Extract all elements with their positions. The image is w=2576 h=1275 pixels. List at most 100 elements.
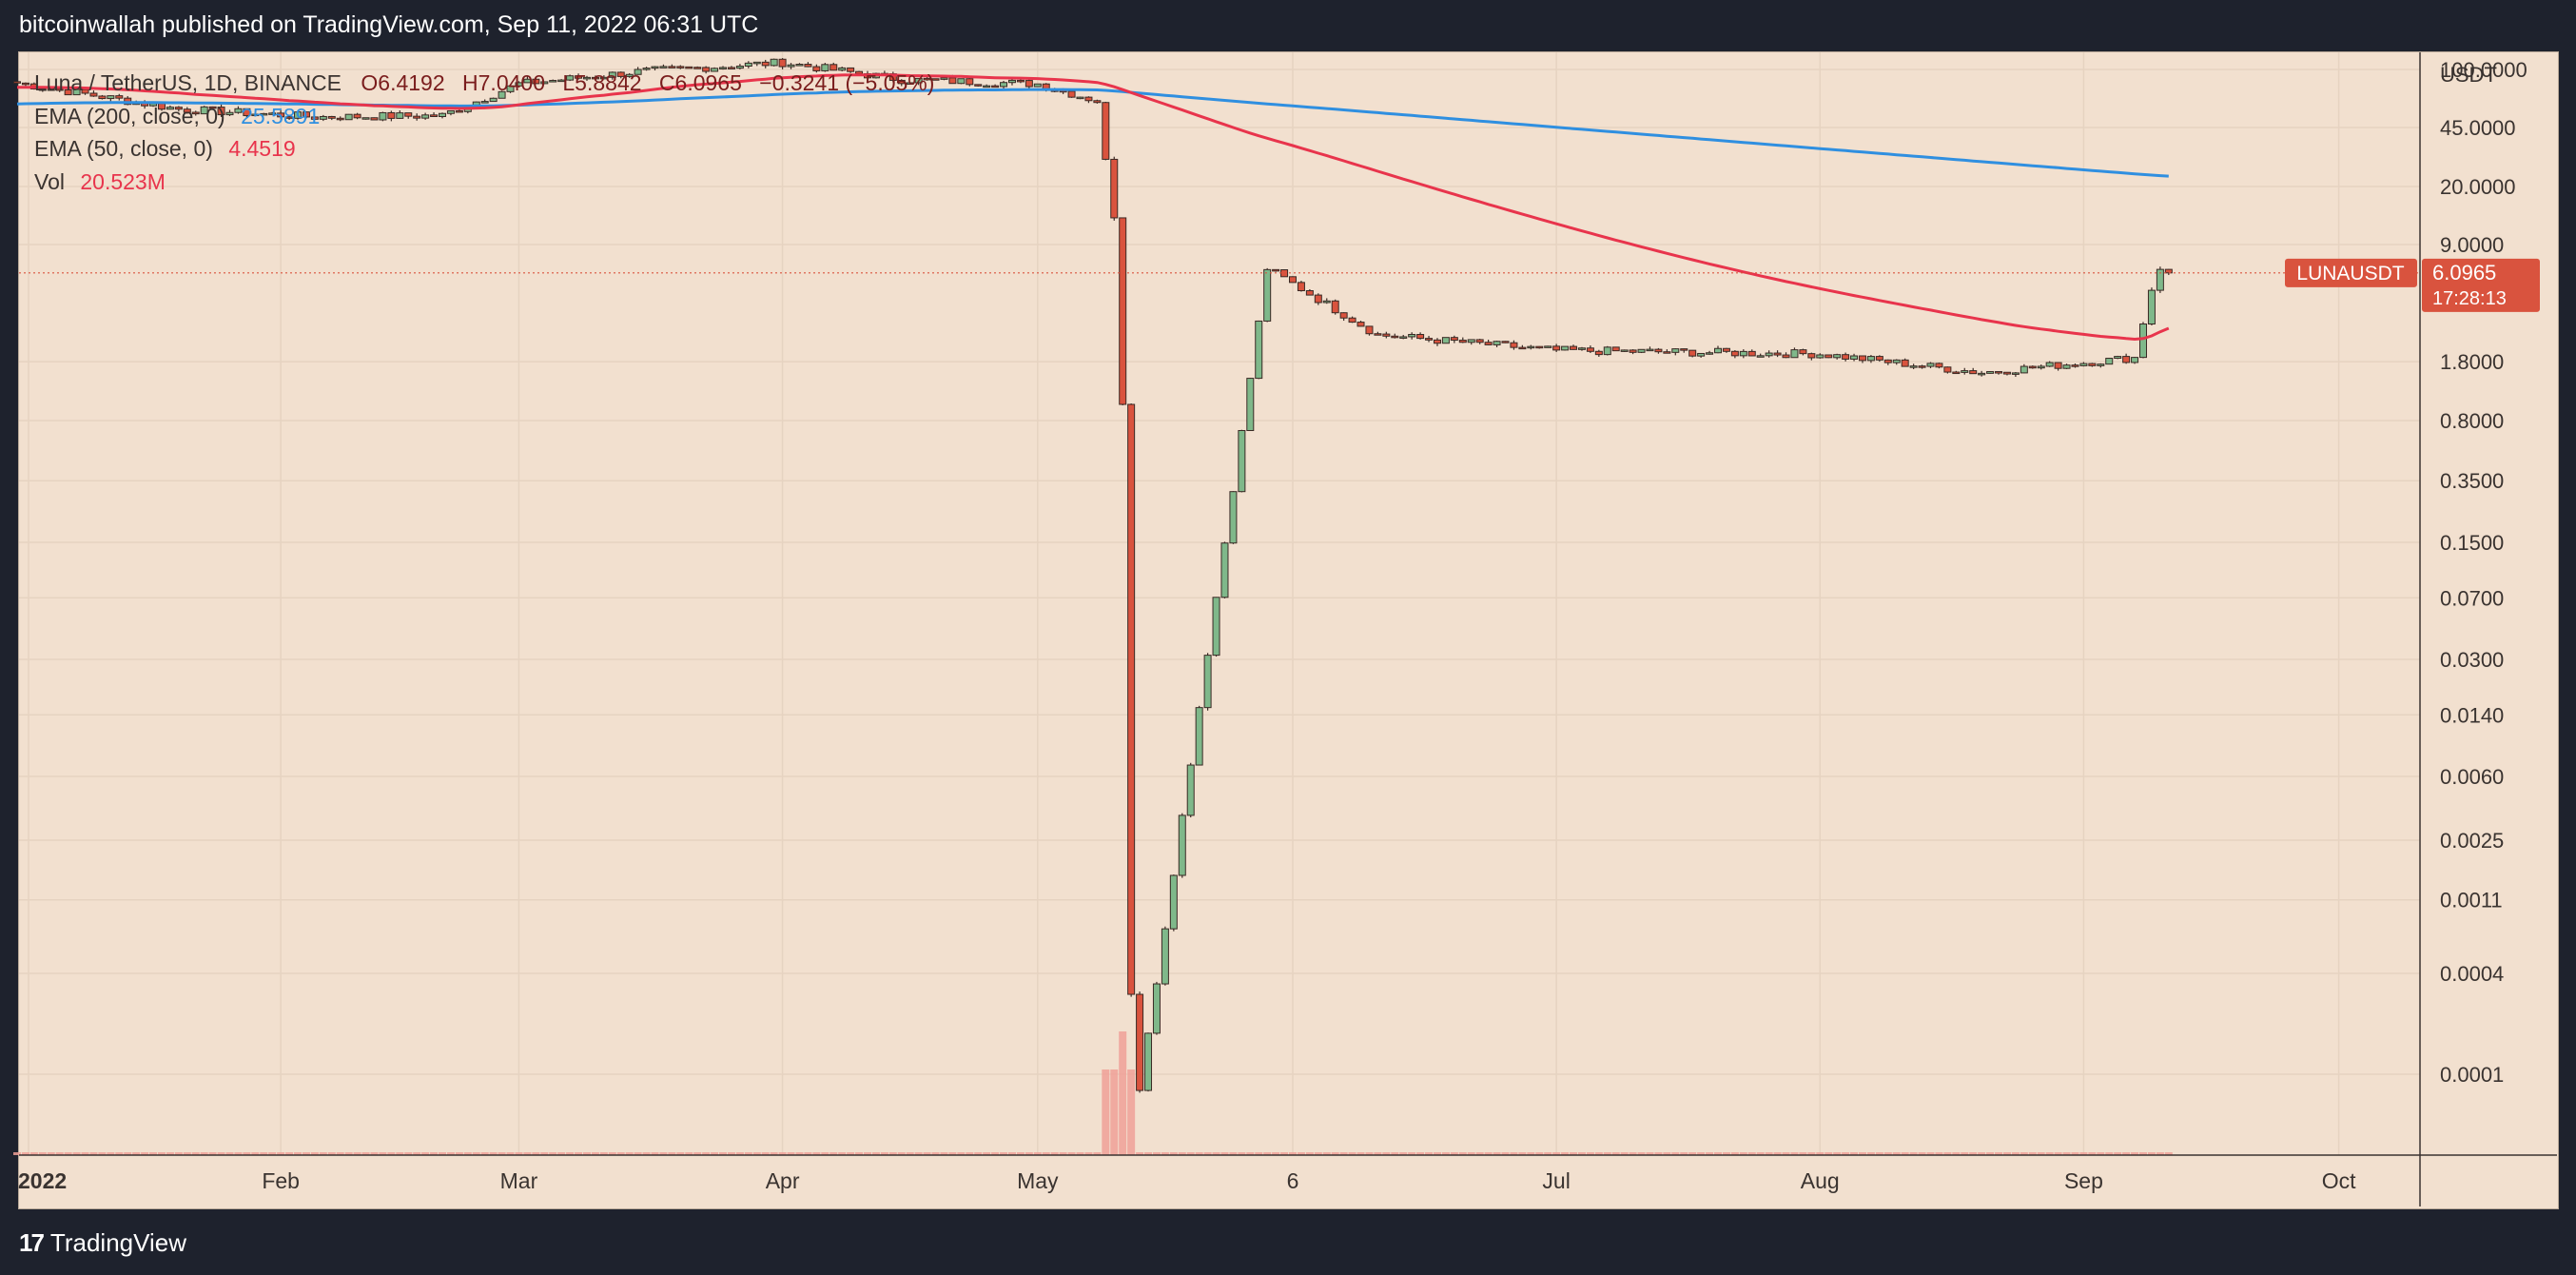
candle-body — [72, 88, 81, 96]
volume-bar — [1084, 1152, 1093, 1155]
candle-body — [2037, 365, 2045, 369]
volume-bar — [1680, 1152, 1688, 1155]
volume-bar — [1297, 1152, 1305, 1155]
candle-body — [642, 68, 651, 70]
volume-bar — [752, 1152, 761, 1155]
volume-bar — [421, 1152, 430, 1155]
volume-bar — [1577, 1152, 1586, 1155]
volume-bar — [149, 1152, 158, 1155]
candle-body — [1339, 312, 1348, 319]
volume-bar — [923, 1152, 931, 1155]
legend-low: L5.8842 — [562, 70, 642, 95]
volume-bar — [966, 1152, 974, 1155]
volume-bar — [659, 1152, 668, 1155]
volume-bar — [1918, 1152, 1926, 1155]
volume-bar — [1280, 1152, 1289, 1155]
volume-bar — [1314, 1152, 1322, 1155]
volume-bar — [1263, 1152, 1272, 1155]
volume-bar — [285, 1152, 294, 1155]
volume-bar — [277, 1152, 285, 1155]
candle-body — [1756, 355, 1765, 358]
candle-body — [1688, 349, 1697, 357]
volume-bar — [1493, 1152, 1501, 1155]
header-publish-text: bitcoinwallah published on TradingView.c… — [19, 11, 759, 38]
volume-bar — [1255, 1152, 1263, 1155]
candle-body — [1229, 491, 1238, 544]
volume-bar — [225, 1152, 234, 1155]
candle-body — [1127, 403, 1136, 995]
volume-bar — [64, 1152, 72, 1155]
candle-body — [778, 58, 787, 68]
volume-bar — [1697, 1152, 1706, 1155]
volume-bar — [1127, 1069, 1136, 1155]
footer-branding[interactable]: 17 TradingView — [19, 1226, 186, 1260]
candle-body — [1322, 300, 1331, 304]
candle-body — [387, 111, 396, 119]
candle-body — [931, 78, 940, 81]
volume-bar — [557, 1152, 566, 1155]
volume-bar — [778, 1152, 787, 1155]
candle-body — [974, 84, 983, 87]
candle-body — [1697, 352, 1706, 357]
volume-bar — [1935, 1152, 1943, 1155]
volume-bar — [1594, 1152, 1603, 1155]
volume-bar — [344, 1152, 353, 1155]
volume-bars — [13, 1031, 2173, 1155]
candle-body — [591, 76, 599, 80]
volume-bar — [2011, 1152, 2020, 1155]
candle-body — [1467, 339, 1475, 343]
candle-body — [1186, 764, 1195, 816]
candle-body — [2054, 362, 2062, 369]
candle-body — [1629, 349, 1637, 353]
candle-body — [2062, 364, 2071, 369]
volume-bar — [1229, 1152, 1238, 1155]
candle-body — [1493, 341, 1501, 345]
candle-body — [1918, 365, 1926, 368]
volume-bar — [1169, 1152, 1178, 1155]
candle-body — [455, 109, 463, 113]
candle-body — [1594, 350, 1603, 356]
candle-body — [1952, 371, 1961, 375]
volume-bar — [1552, 1152, 1561, 1155]
candle-body — [1561, 345, 1570, 351]
candle-body — [1297, 282, 1305, 292]
volume-bar — [2139, 1152, 2147, 1155]
candle-body — [1501, 341, 1510, 343]
y-tick-label: 0.0001 — [2440, 1063, 2504, 1087]
x-tick-label: Aug — [1801, 1168, 1840, 1193]
candle-body — [1961, 370, 1969, 373]
candle-body — [761, 61, 770, 67]
volume-bar — [599, 1152, 608, 1155]
candle-body — [2097, 363, 2105, 366]
volume-bar — [72, 1152, 81, 1155]
candle-body — [1314, 294, 1322, 304]
volume-bar — [200, 1152, 208, 1155]
volume-bar — [124, 1152, 132, 1155]
volume-bar — [1178, 1152, 1186, 1155]
volume-bar — [847, 1152, 855, 1155]
candle-body — [1680, 348, 1688, 351]
candle-body — [2122, 356, 2131, 363]
volume-bar — [404, 1152, 413, 1155]
volume-bar — [2147, 1152, 2156, 1155]
volume-bar — [268, 1152, 277, 1155]
candle-body — [2011, 372, 2020, 375]
volume-bar — [379, 1152, 387, 1155]
candle-body — [1484, 342, 1493, 345]
candle-body — [1136, 993, 1144, 1091]
candle-body — [174, 107, 183, 110]
volume-bar — [1799, 1152, 1807, 1155]
candle-body — [370, 117, 379, 121]
volume-bar — [1399, 1152, 1408, 1155]
volume-bar — [1391, 1152, 1399, 1155]
volume-bar — [1722, 1152, 1730, 1155]
volume-bar — [174, 1152, 183, 1155]
ema50-line — [16, 73, 2170, 342]
candle-body — [727, 67, 735, 69]
volume-bar — [302, 1152, 310, 1155]
y-tick-label: 0.0700 — [2440, 586, 2504, 610]
volume-bar — [1544, 1152, 1552, 1155]
y-tick-label: 0.0060 — [2440, 765, 2504, 789]
volume-bar — [575, 1152, 583, 1155]
